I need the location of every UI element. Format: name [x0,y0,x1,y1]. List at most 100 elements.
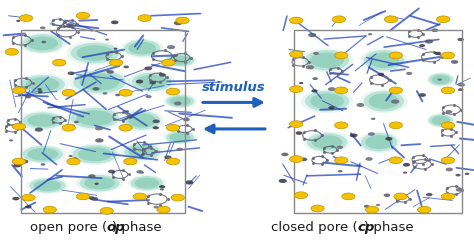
Circle shape [164,155,172,159]
Circle shape [365,206,379,213]
Ellipse shape [360,89,408,113]
Circle shape [311,205,324,212]
Ellipse shape [78,147,112,161]
Circle shape [43,206,56,213]
Circle shape [76,193,90,200]
Ellipse shape [76,110,113,126]
Circle shape [312,77,318,80]
Circle shape [279,179,287,183]
Ellipse shape [27,148,58,161]
Circle shape [290,156,303,162]
Circle shape [19,15,33,21]
Circle shape [311,89,318,93]
Ellipse shape [429,73,453,86]
Circle shape [40,27,46,29]
Circle shape [434,52,441,55]
Circle shape [337,146,343,149]
Ellipse shape [66,106,123,130]
Circle shape [300,158,307,161]
Circle shape [123,66,129,68]
Circle shape [364,205,370,208]
Ellipse shape [305,50,349,70]
Ellipse shape [17,74,69,95]
Ellipse shape [128,42,156,54]
Ellipse shape [364,91,404,111]
Circle shape [389,52,402,59]
Ellipse shape [80,73,119,91]
Circle shape [350,134,357,137]
Circle shape [92,87,100,91]
Ellipse shape [84,177,115,189]
Ellipse shape [301,48,353,72]
Circle shape [70,124,75,127]
Ellipse shape [131,176,163,190]
Ellipse shape [69,69,130,95]
Ellipse shape [365,135,393,149]
Ellipse shape [311,135,342,149]
Circle shape [174,101,182,105]
Circle shape [95,127,103,130]
Circle shape [20,160,28,164]
Ellipse shape [131,73,172,91]
Circle shape [403,172,407,174]
Ellipse shape [26,177,69,194]
Circle shape [100,208,113,214]
Circle shape [441,193,455,200]
Circle shape [384,16,398,23]
Ellipse shape [166,131,194,144]
Circle shape [153,126,159,129]
Text: open pore (: open pore ( [29,221,107,234]
Circle shape [119,124,132,131]
Ellipse shape [71,108,119,128]
Ellipse shape [20,75,65,94]
Ellipse shape [128,175,166,192]
Circle shape [138,15,151,21]
Circle shape [385,137,392,141]
Ellipse shape [310,52,344,68]
Ellipse shape [431,75,450,84]
Circle shape [22,194,35,201]
Ellipse shape [427,113,455,128]
Ellipse shape [19,145,66,164]
Circle shape [35,127,43,132]
Circle shape [365,157,373,161]
Circle shape [457,38,464,41]
Circle shape [25,95,31,98]
Circle shape [9,139,13,141]
Circle shape [419,44,425,47]
Circle shape [295,131,302,135]
Circle shape [160,188,164,190]
Circle shape [389,87,402,94]
Circle shape [133,193,146,200]
Circle shape [425,39,433,44]
Circle shape [12,87,26,94]
Ellipse shape [166,54,194,66]
Ellipse shape [368,93,399,109]
Circle shape [308,33,316,37]
Ellipse shape [169,56,191,65]
Circle shape [119,89,132,96]
Circle shape [176,148,183,151]
Circle shape [145,67,152,70]
Ellipse shape [169,133,191,142]
Circle shape [378,73,384,76]
Circle shape [157,206,170,213]
Circle shape [140,172,144,174]
Circle shape [335,157,348,164]
Circle shape [67,158,80,165]
Ellipse shape [29,178,65,193]
Circle shape [441,157,455,164]
Circle shape [441,122,455,129]
Circle shape [465,173,469,175]
Circle shape [313,52,319,55]
Circle shape [290,51,303,58]
Circle shape [368,132,375,136]
Circle shape [91,197,98,201]
Ellipse shape [71,43,119,63]
Circle shape [67,72,74,75]
Text: closed pore (: closed pore ( [271,221,358,234]
Circle shape [446,110,452,114]
Ellipse shape [364,50,404,70]
Ellipse shape [128,114,156,127]
Ellipse shape [303,131,351,153]
